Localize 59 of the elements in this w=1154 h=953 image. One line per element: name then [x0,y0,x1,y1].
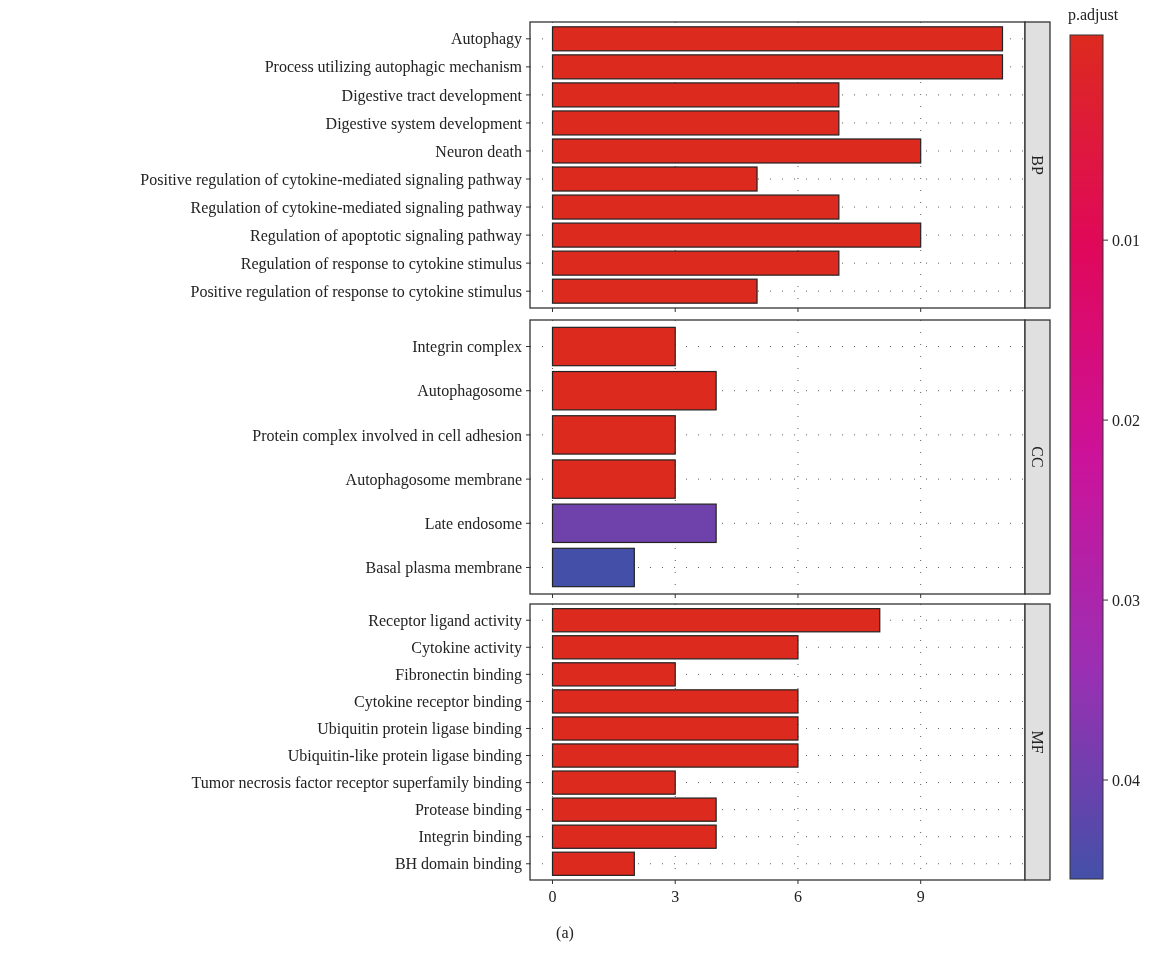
bar [551,851,635,876]
y-tick-label: Cytokine receptor binding [354,693,522,712]
y-tick-label: Positive regulation of cytokine-mediated signaling pathway [140,170,522,189]
color-bar-label: 0.01 [1112,231,1140,249]
y-tick-label: Protein complex involved in cell adhesion [252,426,522,445]
bar [551,635,799,660]
y-tick-label: Ubiquitin-like protein ligase binding [287,747,522,766]
bar [551,824,717,849]
color-bar-label: 0.02 [1112,411,1140,429]
bar [551,608,881,633]
color-bar-label: 0.03 [1112,591,1140,609]
y-tick-label: Regulation of response to cytokine stimulus [240,254,522,273]
bar [551,662,676,687]
bar [551,689,799,714]
y-tick-label: Regulation of apoptotic signaling pathway [250,226,522,245]
text: BP [1028,155,1046,175]
bar [551,166,758,192]
bar [551,54,1004,80]
y-tick-label: Regulation of cytokine-mediated signaling pathway [190,198,522,217]
y-tick-label: Integrin complex [412,338,522,357]
y-tick-label: Cytokine activity [411,638,522,657]
y-tick-label: Digestive tract development [341,86,523,105]
bar [551,26,1004,52]
y-tick-label: Autophagosome [417,382,522,401]
y-tick-label: Autophagy [450,30,522,49]
y-tick-label: Receptor ligand activity [368,611,522,630]
y-tick-label: Positive regulation of response to cytokine stimulus [190,282,522,301]
x-tick-label: 3 [671,888,680,905]
y-tick-label: Basal plasma membrane [365,559,522,578]
bar [551,770,676,795]
y-tick-label: BH domain binding [394,855,522,874]
x-tick-label: 6 [793,888,802,905]
text: (a) [556,924,574,942]
y-tick-label: Protease binding [414,801,522,820]
x-tick-label: 9 [916,888,925,905]
text: MF [1028,730,1046,754]
y-tick-label: Neuron death [435,142,522,160]
bar [551,716,799,741]
y-tick-label: Digestive system development [325,114,523,133]
x-tick-label: 0 [548,888,557,905]
bar [551,194,840,220]
text: CC [1028,446,1046,468]
bar [551,222,922,248]
bar [551,797,717,822]
bar [551,110,840,136]
color-bar-label: 0.04 [1112,771,1140,789]
y-tick-label: Late endosome [424,514,522,532]
bar [551,82,840,108]
y-tick-label: Process utilizing autophagic mechanism [264,58,523,77]
y-tick-label: Tumor necrosis factor receptor superfamily binding [191,774,522,793]
y-tick-label: Autophagosome membrane [345,470,522,489]
y-tick-label: Ubiquitin protein ligase binding [317,720,522,739]
y-tick-label: Fibronectin binding [395,665,522,684]
y-tick-label: Integrin binding [418,828,522,847]
bar [551,278,758,304]
bar [551,138,922,164]
bar [551,743,799,768]
bar [551,250,840,276]
color-bar-title: p.adjust [1068,6,1119,24]
